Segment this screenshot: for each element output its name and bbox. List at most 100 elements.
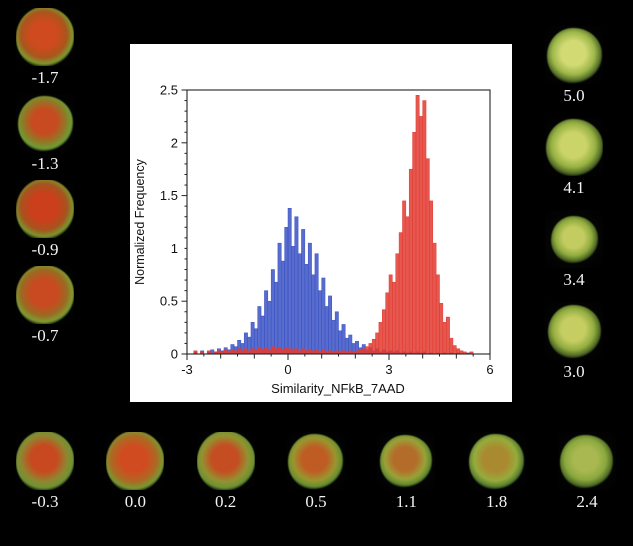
hist-bar-red	[412, 131, 417, 355]
hist-bar-blue	[270, 269, 275, 355]
hist-bar-red	[270, 346, 275, 355]
cell-score-label: 0.0	[124, 492, 146, 511]
hist-bar-red	[264, 347, 269, 355]
cell-thumbnail: 0.5	[286, 432, 346, 512]
hist-bar-blue	[260, 315, 265, 355]
hist-bar-red	[439, 303, 444, 355]
cell-score-label: -0.3	[31, 492, 59, 511]
hist-bar-red	[419, 116, 423, 355]
histogram-chart: -3 0 3 600.511.522.5 Normalized Frequency S…	[133, 83, 494, 397]
hist-bar-red	[260, 349, 265, 355]
hist-bar-blue	[334, 311, 339, 355]
hist-bar-red	[432, 242, 437, 355]
hist-bar-red	[257, 347, 262, 355]
cell-score-label: -1.7	[31, 68, 59, 87]
hist-bar-red	[358, 349, 363, 355]
cell-score-label: 1.8	[486, 492, 508, 511]
cell-score-label: 3.0	[563, 362, 585, 381]
cell-blob	[17, 95, 73, 151]
hist-bar-blue	[257, 306, 262, 355]
hist-bar-blue	[264, 290, 269, 355]
y-tick-label: 0.5	[160, 294, 178, 309]
cell-thumbnail: 5.0	[544, 26, 604, 106]
hist-bar-blue	[267, 300, 272, 355]
cell-score-label: -0.9	[31, 240, 59, 259]
hist-bar-blue	[274, 281, 279, 355]
hist-bar-red	[382, 309, 386, 355]
cell-score-label: 3.4	[563, 270, 585, 289]
cell-score-label: 0.5	[305, 492, 327, 511]
cell-thumbnail: 1.1	[376, 432, 436, 512]
x-axis-label: Similarity_NFkB_7AAD	[271, 381, 405, 396]
cell-thumbnail: -1.7	[15, 8, 75, 88]
hist-bar-red	[250, 348, 255, 355]
hist-bar-red	[277, 347, 282, 355]
hist-bar-red	[371, 338, 376, 355]
y-tick-label: 2.5	[160, 83, 178, 98]
cell-thumbnail: 3.4	[544, 210, 604, 290]
cell-blob	[288, 433, 344, 489]
histogram-bars	[193, 95, 474, 355]
x-tick-label: 0	[284, 362, 291, 377]
cell-blob	[547, 304, 601, 358]
hist-bar-blue	[281, 260, 285, 355]
hist-bar-red	[301, 348, 306, 355]
hist-bar-red	[321, 349, 326, 355]
hist-bar-blue	[311, 274, 316, 355]
x-tick-label: 6	[486, 362, 493, 377]
hist-bar-red	[429, 200, 434, 355]
cell-blob	[16, 180, 74, 238]
hist-bar-red	[294, 348, 299, 355]
cell-score-label: 5.0	[563, 86, 585, 105]
hist-bar-blue	[297, 253, 302, 355]
hist-bar-red	[456, 348, 460, 355]
hist-bar-red	[422, 100, 427, 355]
hist-bar-blue	[331, 319, 336, 355]
cell-blob	[560, 434, 614, 488]
hist-bar-red	[281, 349, 285, 355]
hist-bar-red	[254, 349, 258, 355]
cell-blob	[16, 266, 74, 324]
cell-image	[545, 118, 603, 176]
hist-bar-red	[425, 158, 430, 355]
hist-bar-red	[398, 232, 403, 355]
hist-bar-red	[314, 349, 319, 355]
cell-image	[557, 432, 616, 490]
hist-bar-blue	[284, 227, 289, 355]
chart-panel: -3 0 3 6 0 0.5 1 1.5 2 2.5 Normalized Frequency S…	[130, 44, 512, 402]
cell-thumbnail: 2.4	[557, 432, 617, 512]
cell-thumbnail: 4.1	[544, 118, 604, 198]
hist-bar-red	[307, 349, 312, 355]
hist-bar-blue	[210, 349, 215, 355]
cell-thumbnail: 0.0	[105, 432, 165, 512]
cell-thumbnail: 0.2	[196, 432, 256, 512]
hist-bar-blue	[307, 242, 312, 355]
hist-bar-red	[395, 253, 400, 355]
cell-thumbnail: -1.3	[15, 94, 75, 174]
hist-bar-red	[223, 349, 228, 355]
hist-bar-red	[291, 349, 295, 355]
cell-image	[16, 8, 74, 66]
hist-bar-blue	[318, 290, 322, 355]
bottom-cell-row: -0.3 0.0 0.2 0.5 1.1 1.8 2.4	[15, 432, 617, 512]
hist-bar-red	[392, 281, 396, 355]
cell-blob	[545, 118, 603, 176]
cell-score-label: -0.7	[31, 326, 59, 345]
hist-bar-blue	[277, 242, 282, 355]
cell-thumbnail: -0.3	[15, 432, 75, 512]
hist-bar-red	[378, 322, 383, 355]
cell-score-label: 0.2	[215, 492, 237, 511]
hist-bar-red	[243, 348, 248, 355]
y-tick-label: 1.5	[160, 188, 178, 203]
cell-image	[16, 180, 74, 238]
hist-bar-red	[405, 216, 410, 355]
x-tick-label: 3	[385, 362, 392, 377]
hist-bar-red	[385, 292, 390, 355]
x-tick-label: -3	[181, 362, 193, 377]
cell-score-label: 1.1	[395, 492, 417, 511]
hist-bar-red	[365, 346, 370, 355]
cell-blob	[469, 433, 525, 489]
left-cell-column: -1.7 -1.3 -0.9 -0.7	[15, 8, 75, 346]
hist-bar-red	[408, 168, 413, 355]
